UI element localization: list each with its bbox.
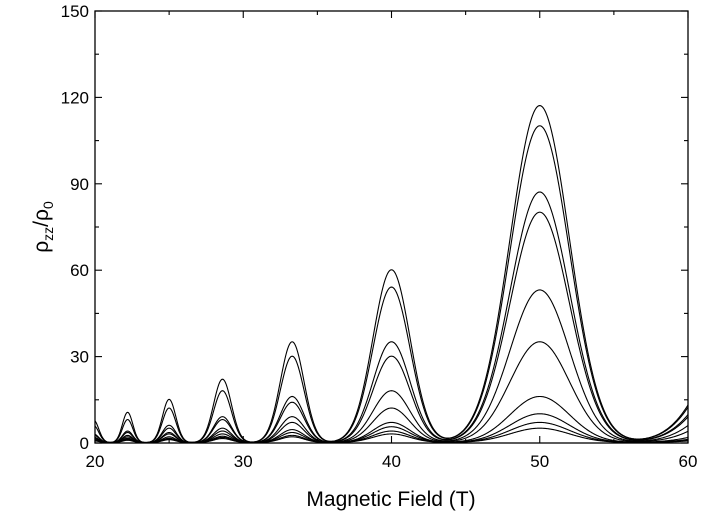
- y-axis-rho: ρ: [30, 241, 53, 253]
- x-tick-label-40: 40: [382, 452, 401, 471]
- series-line-6: [95, 341, 688, 443]
- x-tick-label-60: 60: [679, 452, 698, 471]
- y-axis-slash: /: [30, 221, 53, 227]
- series-group: [95, 105, 688, 443]
- y-tick-label-150: 150: [61, 2, 89, 21]
- y-axis-sub-0: 0: [40, 201, 56, 209]
- y-tick-label-60: 60: [70, 261, 89, 280]
- y-axis-sub-zz: zz: [40, 227, 56, 241]
- x-tick-label-30: 30: [234, 452, 253, 471]
- y-tick-label-90: 90: [70, 175, 89, 194]
- series-line-2: [95, 125, 688, 443]
- y-tick-label-0: 0: [80, 434, 89, 453]
- y-tick-label-120: 120: [61, 88, 89, 107]
- y-axis-title: ρzz/ρ0: [30, 201, 56, 253]
- plot-frame: [94, 10, 689, 444]
- y-axis-rho-2: ρ: [30, 209, 53, 221]
- series-line-7: [95, 395, 688, 443]
- tick-labels-group: 20 30 40 50 60 0 30 60 90 120 150: [61, 2, 698, 471]
- x-tick-label-50: 50: [530, 452, 549, 471]
- series-line-1: [95, 105, 688, 443]
- x-axis-title: Magnetic Field (T): [306, 488, 475, 511]
- series-line-3: [95, 191, 688, 443]
- y-tick-label-30: 30: [70, 348, 89, 367]
- x-tick-label-20: 20: [86, 452, 105, 471]
- ticks-group: [94, 10, 689, 444]
- series-line-5: [95, 289, 688, 443]
